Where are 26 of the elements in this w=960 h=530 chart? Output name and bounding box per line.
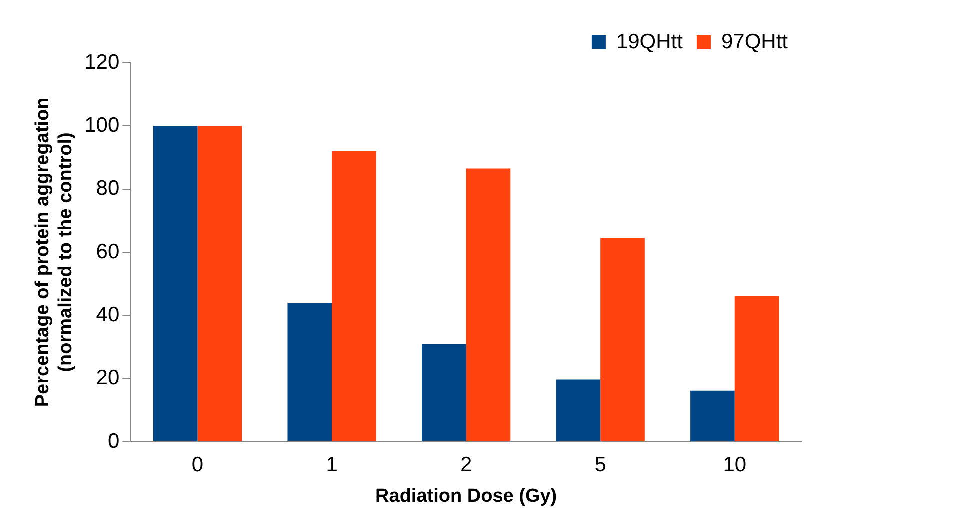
legend-label: 19QHtt (616, 30, 684, 54)
x-tick-label: 10 (723, 453, 747, 476)
x-tick-label: 5 (594, 453, 606, 476)
y-tick-label: 0 (108, 430, 120, 453)
bar (422, 344, 466, 442)
x-axis-title: Radiation Dose (Gy) (376, 486, 558, 507)
y-tick-label: 20 (96, 366, 120, 390)
bar (288, 303, 332, 442)
bar (466, 168, 511, 442)
y-axis-title: Percentage of protein aggregation (normalized to the control) (32, 98, 76, 408)
legend-label: 97QHtt (721, 30, 788, 54)
bar (690, 390, 735, 442)
y-tick-label: 100 (84, 114, 120, 137)
bar (153, 126, 198, 442)
y-tick-label: 80 (96, 177, 120, 200)
bar (734, 296, 780, 442)
x-tick-label: 1 (326, 453, 338, 476)
bar (600, 238, 645, 442)
y-tick-label: 40 (96, 303, 120, 326)
bar (556, 380, 601, 442)
y-tick-label: 60 (96, 240, 120, 264)
x-tick-label: 0 (192, 453, 204, 476)
x-tick-label: 2 (460, 453, 472, 476)
y-tick-label: 120 (84, 50, 120, 74)
bar (198, 126, 242, 442)
bar (332, 151, 376, 442)
